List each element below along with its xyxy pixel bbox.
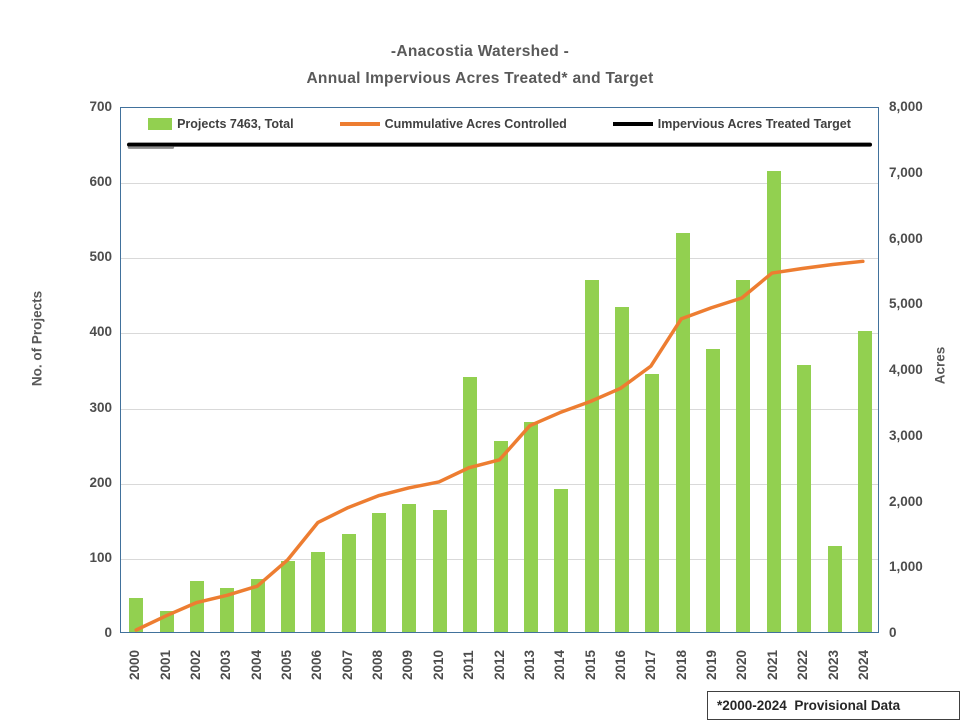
x-tick-2019: 2019 (704, 649, 719, 681)
left-tick-500: 500 (89, 249, 112, 265)
right-tick-3,000: 3,000 (889, 427, 923, 443)
bar-2008 (372, 513, 387, 632)
gridline (121, 183, 878, 185)
x-tick-2004: 2004 (248, 649, 264, 681)
bar-2017 (645, 373, 660, 632)
x-tick-2001: 2001 (157, 649, 173, 681)
x-tick-2008: 2008 (370, 649, 386, 681)
left-tick-400: 400 (89, 324, 112, 340)
x-tick-2022: 2022 (795, 649, 811, 681)
legend: Projects 7463, Total Cummulative Acres Co… (121, 117, 878, 131)
right-tick-7,000: 7,000 (889, 164, 923, 180)
left-tick-700: 700 (89, 99, 112, 114)
x-tick-2009: 2009 (400, 649, 416, 681)
cumulative-line (134, 259, 865, 632)
x-tick-2015: 2015 (582, 649, 598, 681)
bar-2015 (584, 280, 599, 632)
x-tick-2000: 2000 (127, 649, 143, 681)
bar-2021 (766, 170, 781, 632)
left-tick-0: 0 (104, 625, 112, 640)
legend-line-icon (612, 122, 653, 126)
x-tick-2002: 2002 (187, 649, 203, 681)
right-tick-5,000: 5,000 (889, 296, 923, 312)
x-tick-2011: 2011 (461, 650, 477, 680)
left-tick-600: 600 (89, 174, 112, 190)
right-tick-1,000: 1,000 (889, 559, 923, 575)
legend-label: Projects 7463, Total (177, 117, 294, 131)
bar-2009 (402, 504, 417, 632)
bar-2013 (523, 422, 538, 632)
legend-label: Cummulative Acres Controlled (384, 117, 567, 131)
x-tick-2006: 2006 (309, 649, 325, 681)
x-tick-2018: 2018 (673, 649, 689, 681)
bar-2007 (341, 534, 356, 632)
x-tick-2023: 2023 (825, 649, 841, 681)
bar-2024 (857, 331, 872, 632)
right-tick-4,000: 4,000 (889, 362, 923, 377)
legend-item-0: Projects 7463, Total (148, 117, 294, 131)
right-tick-2,000: 2,000 (889, 493, 923, 509)
x-tick-2003: 2003 (218, 649, 234, 681)
bar-2014 (554, 489, 569, 632)
x-tick-2016: 2016 (612, 649, 628, 681)
bar-2022 (797, 365, 812, 632)
legend-swatch-icon (148, 118, 173, 130)
bar-2020 (736, 280, 751, 632)
gridline (121, 258, 878, 260)
right-tick-0: 0 (889, 625, 897, 640)
left-axis-title: No. of Projects (29, 290, 45, 387)
gridline (121, 408, 878, 410)
x-tick-2017: 2017 (643, 649, 659, 681)
bar-2019 (706, 348, 720, 632)
bar-2000 (129, 598, 144, 632)
legend-item-2: Impervious Acres Treated Target (612, 117, 851, 131)
x-tick-2014: 2014 (552, 649, 568, 681)
footnote-text: *2000-2024 Provisional Data (717, 698, 901, 713)
left-tick-200: 200 (89, 474, 112, 490)
x-tick-2013: 2013 (521, 649, 537, 681)
x-tick-2007: 2007 (339, 649, 355, 681)
right-tick-8,000: 8,000 (889, 99, 923, 114)
footnote-box: *2000-2024 Provisional Data (707, 691, 960, 720)
left-tick-300: 300 (89, 399, 112, 415)
bar-2023 (827, 546, 842, 632)
chart-title: -Anacostia Watershed - Annual Impervious… (0, 38, 960, 92)
x-tick-2010: 2010 (430, 649, 446, 681)
bar-2018 (675, 233, 690, 632)
legend-label: Impervious Acres Treated Target (657, 117, 851, 131)
bar-2004 (250, 579, 265, 632)
bar-2012 (493, 441, 508, 632)
chart-title-line1: -Anacostia Watershed - (390, 43, 570, 60)
right-tick-6,000: 6,000 (889, 230, 923, 246)
gridline (121, 333, 878, 335)
chart-title-line2: Annual Impervious Acres Treated* and Tar… (306, 70, 654, 87)
bar-2003 (220, 587, 235, 632)
plot-area: Projects 7463, Total Cummulative Acres Co… (120, 107, 879, 633)
bar-2010 (432, 510, 447, 632)
bar-2011 (463, 376, 478, 632)
x-tick-2012: 2012 (491, 649, 507, 681)
x-tick-2005: 2005 (279, 649, 294, 681)
x-tick-2021: 2021 (764, 649, 780, 681)
bar-2005 (281, 561, 295, 632)
x-tick-2020: 2020 (734, 649, 750, 681)
bar-2006 (311, 552, 326, 632)
left-tick-100: 100 (89, 549, 112, 565)
x-tick-2024: 2024 (855, 649, 871, 681)
legend-item-1: Cummulative Acres Controlled (339, 117, 567, 131)
line-series (126, 142, 873, 632)
bar-2002 (189, 580, 204, 632)
legend-line-icon (339, 122, 380, 126)
